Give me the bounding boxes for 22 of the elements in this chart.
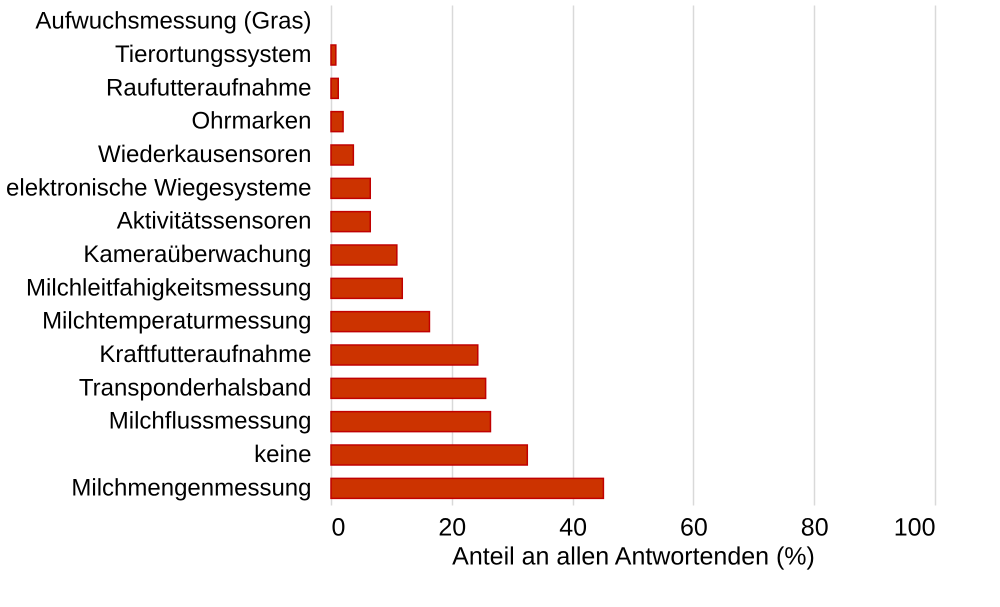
y-tick-label: Kameraüberwachung [83,241,312,268]
y-tick-label: Tierortungssystem [115,41,312,68]
x-tick-label: 60 [680,514,708,542]
y-tick-label: Milchflussmessung [108,408,312,435]
y-tick-label: Ohrmarken [191,108,312,135]
y-tick-label: Milchmengenmessung [71,474,312,502]
y-tick-label: Kraftfutteraufnahme [99,341,312,368]
y-tick-label: Transponderhalsband [78,374,312,402]
x-tick-label: 20 [438,514,466,542]
y-tick-label: Aufwuchsmessung (Gras) [35,8,312,35]
y-tick-label: keine [254,441,312,468]
x-tick-label: 100 [894,514,936,542]
x-tick-label: 40 [559,514,588,542]
y-tick-label: Raufutteraufnahme [106,74,312,102]
x-axis-title: Anteil an allen Antwortenden (%) [452,542,815,570]
y-tick-label: Wiederkausensoren [98,141,312,168]
y-tick-label: elektronische Wiegesysteme [6,174,312,202]
y-tick-label: Milchleitfahigkeitsmessung [26,274,312,302]
x-tick-label: 80 [800,514,829,542]
y-tick-label: Aktivitätssensoren [116,208,312,235]
y-tick-label: Milchtemperaturmessung [42,308,312,335]
x-tick-label: 0 [332,514,346,542]
